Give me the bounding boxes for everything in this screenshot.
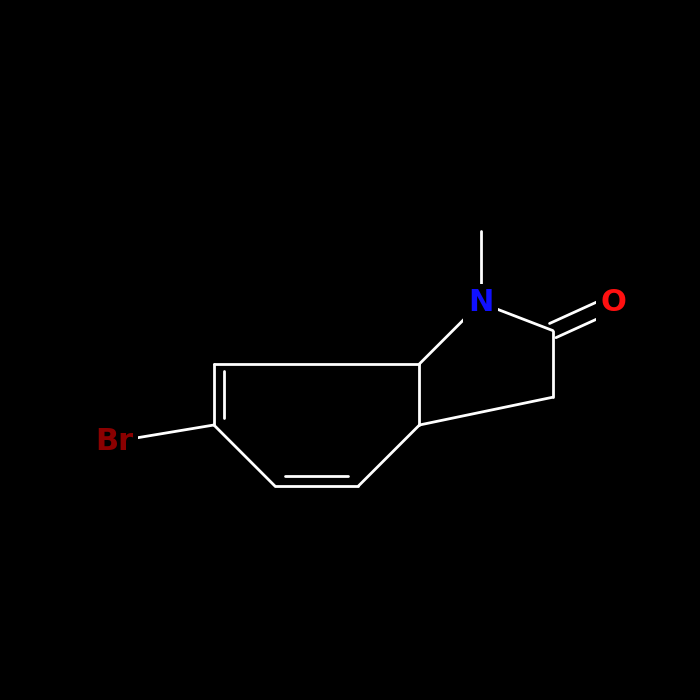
Text: Br: Br xyxy=(94,427,133,456)
Text: N: N xyxy=(468,288,493,317)
Text: O: O xyxy=(601,288,626,317)
